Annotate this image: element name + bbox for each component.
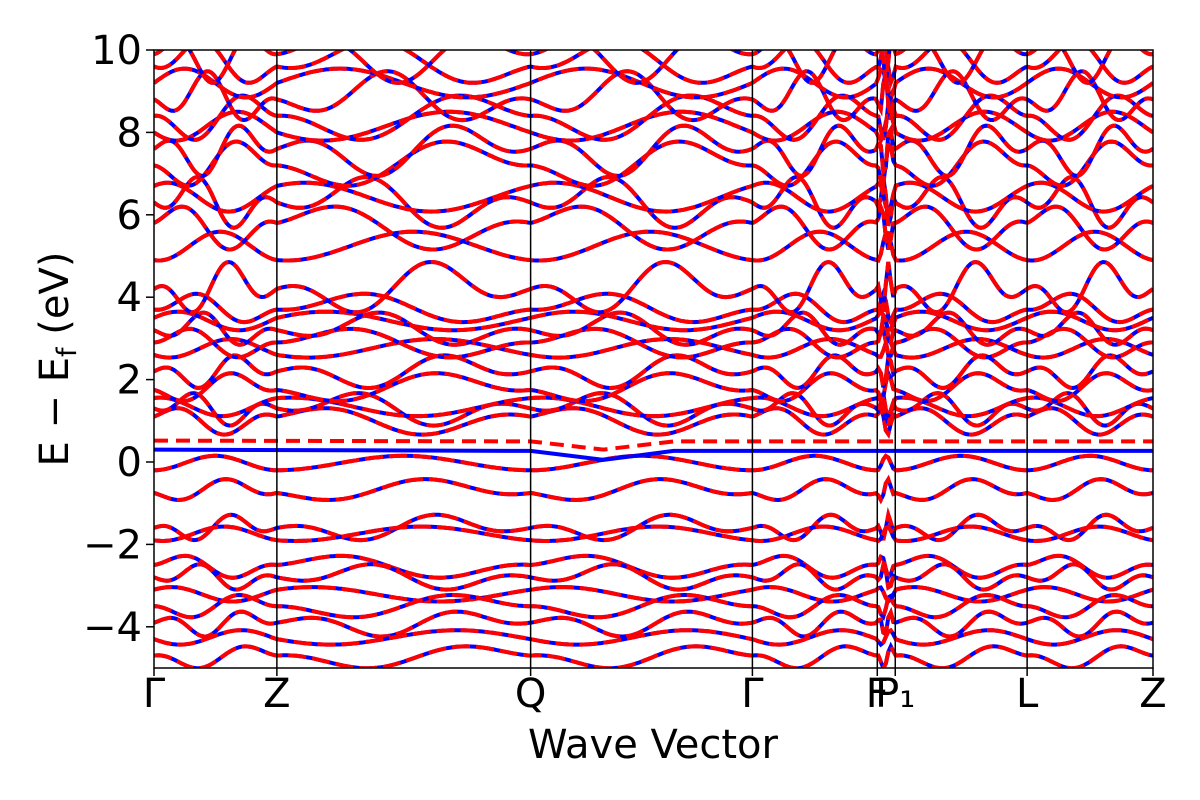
band-line-down: [154, 367, 1153, 405]
x-tick-label: P₁: [875, 671, 915, 717]
band-line-down: [154, 474, 1153, 505]
band-line-down: [154, 259, 1153, 315]
kpoint-dividers: [276, 50, 1028, 668]
x-axis-ticks: Γ Z Q Γ FP₁ L Z: [143, 668, 1167, 717]
band-line-down: [154, 287, 1153, 328]
band-line-down: [154, 395, 1153, 419]
y-tick-label: −4: [83, 605, 142, 651]
band-line-down: [154, 109, 1153, 145]
y-tick-label: 10: [91, 28, 142, 74]
y-tick-label: 0: [117, 440, 142, 486]
band-line-down: [154, 524, 1153, 544]
x-tick-label: Z: [1139, 671, 1166, 717]
band-line-down: [154, 627, 1153, 648]
band-line-down: [154, 50, 1153, 91]
x-tick-label: L: [1016, 671, 1039, 717]
band-lines: [154, 50, 1153, 668]
y-axis-ticks: −4 −2 0 2 4 6 8 10: [83, 28, 154, 651]
y-tick-label: 6: [117, 193, 142, 239]
band-line-down: [154, 310, 1153, 349]
x-tick-label: Q: [515, 671, 546, 717]
y-axis-label: E − Ef (eV): [32, 252, 83, 467]
band-line-down: [154, 391, 1153, 428]
band-line-down: [154, 607, 1153, 639]
band-line-down: [154, 641, 1153, 668]
band-line-down: [154, 402, 1153, 439]
band-line-down: [154, 174, 1153, 230]
band-line-down: [154, 592, 1153, 621]
x-tick-label: F: [866, 671, 889, 717]
band-line-down: [154, 553, 1153, 582]
fermi-level-line: [154, 438, 1153, 452]
band-line-down: [154, 507, 1153, 543]
y-tick-label: 8: [117, 110, 142, 156]
band-line-down: [154, 200, 1153, 252]
x-tick-label: Z: [263, 671, 290, 717]
y-tick-label: 2: [117, 358, 142, 404]
y-tick-label: −2: [83, 522, 142, 568]
band-line-down: [154, 123, 1153, 178]
x-axis-label: Wave Vector: [528, 722, 779, 768]
band-line-down: [154, 335, 1153, 360]
band-line-down: [154, 66, 1153, 102]
band-line-down: [154, 558, 1153, 592]
x-tick-label: Γ: [741, 671, 764, 717]
band-line-down: [154, 50, 1153, 85]
band-line-down: [154, 229, 1153, 263]
plot-frame: [153, 49, 1154, 669]
y-tick-label: 4: [117, 275, 142, 321]
band-line-down: [154, 453, 1153, 473]
fermi-level-lines: [154, 438, 1153, 462]
band-line-down: [154, 180, 1153, 217]
fermi-level-line: [154, 447, 1153, 462]
band-line-down: [154, 308, 1153, 333]
x-tick-label: Γ: [143, 671, 166, 717]
